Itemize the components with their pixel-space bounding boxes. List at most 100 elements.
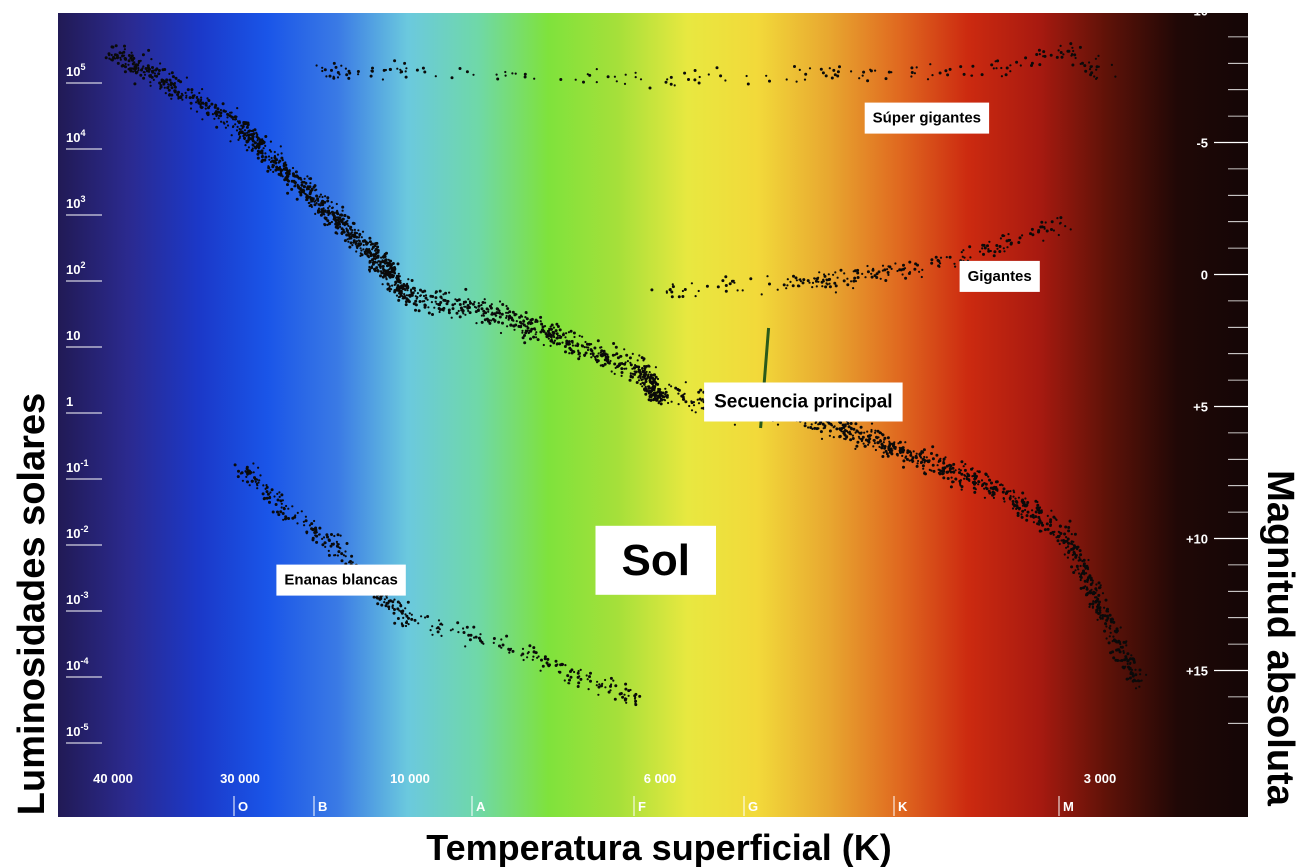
star-point [399,287,402,290]
star-point [971,475,974,478]
star-point [419,294,422,297]
star-point [559,663,563,667]
star-point [512,324,516,328]
star-point [862,442,865,445]
star-point [527,651,530,654]
star-point [431,313,434,316]
star-point [977,470,981,474]
star-point [273,156,277,160]
star-point [596,339,600,343]
star-point [315,194,319,198]
star-point [387,607,391,611]
star-point [265,496,269,500]
star-point [811,286,814,289]
star-point [969,256,972,259]
star-point [1091,606,1094,609]
star-point [813,277,816,280]
star-point [913,72,917,75]
star-point [396,286,400,290]
star-point [351,561,354,564]
star-point [270,488,274,492]
star-point [670,385,673,388]
star-point [887,273,890,276]
star-point [498,309,501,312]
star-point [595,68,598,71]
star-point [687,78,690,81]
star-point [1112,656,1116,660]
left-tick-base: 10 [66,328,80,343]
star-point [236,120,239,123]
star-point [1066,539,1069,543]
star-point [766,275,769,278]
star-point [177,90,180,94]
star-point [821,285,824,288]
star-point [268,496,272,500]
star-point [1030,64,1033,67]
star-point [776,288,779,291]
star-point [973,477,976,481]
star-point [351,221,355,225]
star-point [633,366,636,369]
star-point [220,120,223,123]
star-point [586,678,589,681]
star-point [336,71,340,74]
star-point [561,341,564,344]
star-point [807,426,810,429]
star-point [905,455,908,458]
star-point [255,135,259,139]
star-point [866,430,869,433]
star-point [930,261,934,265]
star-point [819,67,823,71]
region-label-background [704,382,903,422]
star-point [314,212,317,215]
star-point [1110,63,1113,66]
star-point [676,388,680,391]
star-point [1049,531,1053,535]
star-point [540,658,543,662]
star-point [1002,487,1006,491]
star-point [132,70,135,73]
star-point [239,131,242,135]
star-point [404,288,407,292]
star-point [241,125,245,128]
star-point [397,272,400,275]
star-point [387,272,391,276]
star-point [259,474,262,477]
star-point [1035,53,1039,56]
star-point [870,272,873,275]
star-point [876,441,880,445]
star-point [321,543,325,547]
star-point [146,64,150,68]
star-point [385,278,388,281]
star-point [921,450,925,454]
star-point [1095,583,1098,586]
star-point [809,426,813,429]
star-point [899,268,903,272]
left-tick-base: 10 [66,460,80,475]
star-point [890,267,893,270]
star-point [592,354,595,357]
star-point [531,658,534,661]
star-point [669,75,673,79]
star-point [596,359,600,363]
star-point [416,296,419,299]
star-point [923,461,926,464]
star-point [987,475,990,478]
star-point [613,75,617,78]
star-point [276,492,279,495]
star-point [379,266,382,269]
star-point [1055,536,1058,539]
star-point [273,150,276,154]
star-point [389,265,393,269]
star-point [1130,654,1133,657]
star-point [547,337,550,340]
star-point [600,346,603,349]
star-point [269,491,272,494]
star-point [326,196,330,200]
star-point [457,309,460,313]
star-point [472,625,476,629]
star-point [955,478,958,481]
bottom-tick-label: 3 000 [1084,771,1117,786]
region-label-background [864,102,990,134]
star-point [170,86,174,90]
